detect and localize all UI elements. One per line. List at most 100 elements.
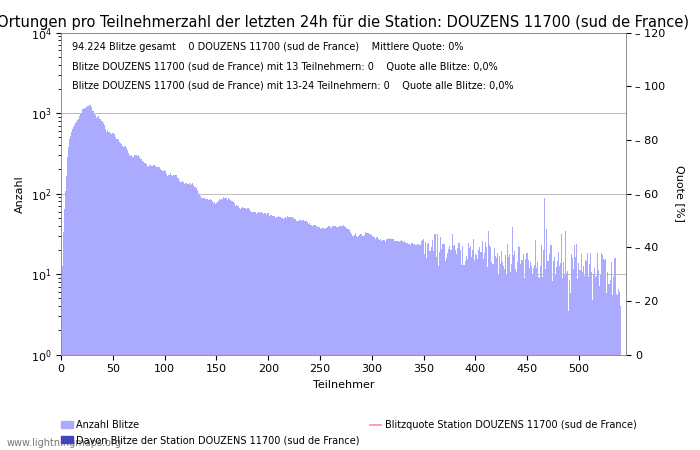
Bar [99, 119, 100, 450]
Bar [94, 114, 95, 450]
Bar [399, 242, 400, 450]
Bar [486, 247, 487, 450]
Bar [538, 277, 539, 450]
Bar [196, 189, 197, 450]
Bar [588, 277, 589, 450]
Bar [450, 250, 451, 450]
Bar [356, 236, 357, 450]
Bar [620, 306, 621, 450]
Bar [291, 218, 293, 450]
Bar [141, 159, 142, 450]
Bar [412, 243, 413, 450]
Bar [402, 241, 403, 450]
Bar [567, 271, 568, 450]
Bar [222, 198, 223, 450]
Bar [109, 132, 111, 450]
Bar [66, 158, 68, 450]
Bar [508, 257, 509, 450]
Bar [534, 266, 535, 450]
Bar [223, 197, 224, 450]
Bar [354, 235, 355, 450]
Bar [155, 166, 156, 450]
Bar [73, 127, 74, 450]
Bar [248, 208, 249, 450]
Bar [116, 139, 118, 450]
Bar [589, 264, 590, 450]
Bar [372, 236, 373, 450]
Bar [482, 241, 483, 450]
Bar [614, 258, 615, 450]
Bar [371, 235, 372, 450]
Bar [491, 262, 493, 450]
Bar [271, 215, 272, 450]
Bar [617, 295, 618, 450]
Bar [70, 136, 71, 450]
Bar [208, 200, 209, 450]
Bar [463, 266, 465, 450]
Bar [382, 240, 383, 450]
Bar [601, 253, 602, 450]
Bar [423, 239, 424, 450]
Bar [122, 147, 124, 450]
Bar [373, 237, 374, 450]
Bar [509, 254, 510, 450]
Bar [446, 258, 447, 450]
Bar [126, 148, 127, 450]
Bar [428, 243, 429, 450]
Bar [318, 227, 319, 450]
Bar [398, 241, 399, 450]
Bar [606, 293, 608, 450]
Bar [266, 215, 267, 450]
Bar [400, 241, 401, 450]
Text: 94.224 Blitze gesamt    0 DOUZENS 11700 (sud de France)    Mittlere Quote: 0%: 94.224 Blitze gesamt 0 DOUZENS 11700 (su… [72, 42, 464, 52]
Bar [189, 183, 190, 450]
Bar [419, 244, 420, 450]
Bar [546, 229, 547, 450]
Bar [202, 198, 204, 450]
Bar [301, 221, 302, 450]
Bar [166, 174, 167, 450]
Bar [517, 262, 519, 450]
Bar [252, 212, 253, 450]
Bar [80, 114, 81, 450]
Bar [381, 241, 382, 450]
Bar [496, 253, 498, 450]
Bar [120, 144, 122, 450]
Bar [461, 266, 463, 450]
Bar [556, 261, 558, 450]
Bar [90, 107, 92, 450]
Bar [453, 246, 454, 450]
Bar [288, 217, 290, 450]
Bar [562, 278, 563, 450]
Bar [152, 166, 153, 450]
Bar [545, 269, 546, 450]
Bar [420, 245, 421, 450]
Bar [359, 235, 360, 450]
Bar [273, 216, 274, 450]
Bar [333, 226, 334, 450]
Bar [206, 199, 208, 450]
Bar [186, 184, 187, 450]
Bar [100, 120, 101, 450]
Bar [574, 244, 575, 450]
Bar [600, 275, 601, 450]
Bar [184, 184, 185, 450]
Bar [466, 256, 467, 450]
Bar [317, 227, 318, 450]
Bar [433, 252, 435, 450]
Bar [422, 240, 423, 450]
Bar [526, 253, 528, 450]
Bar [475, 254, 476, 450]
Bar [437, 234, 438, 450]
Bar [528, 268, 530, 450]
Bar [185, 183, 186, 450]
Bar [592, 300, 593, 450]
Bar [172, 176, 174, 450]
Bar [575, 256, 576, 450]
Bar [264, 213, 265, 450]
Bar [500, 251, 502, 450]
Bar [83, 109, 85, 450]
Bar [129, 155, 130, 450]
Bar [444, 261, 446, 450]
Bar [580, 254, 582, 450]
